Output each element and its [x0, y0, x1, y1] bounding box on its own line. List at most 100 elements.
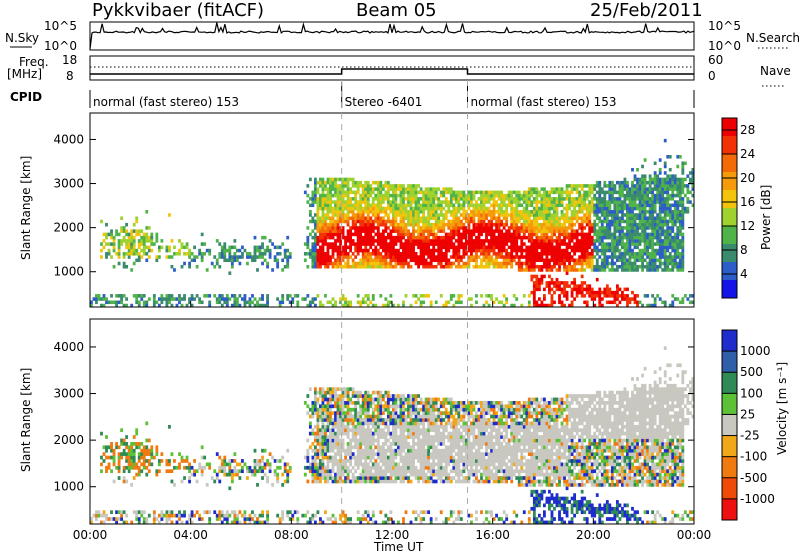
power-cell — [359, 184, 363, 188]
power-cell — [628, 245, 632, 250]
power-cell — [555, 239, 559, 243]
velocity-cell — [130, 455, 134, 460]
power-cell — [610, 239, 614, 243]
power-cell — [593, 222, 597, 227]
power-cell — [386, 303, 390, 308]
power-cell — [608, 290, 612, 295]
power-cell — [135, 232, 139, 237]
power-cell — [316, 235, 320, 240]
power-cell — [399, 193, 403, 198]
velocity-cell — [135, 442, 139, 446]
power-cell — [361, 300, 365, 305]
power-cell — [376, 235, 380, 240]
velocity-cell — [127, 445, 131, 450]
power-cell — [550, 300, 554, 305]
power-cell — [560, 203, 564, 208]
power-cell — [663, 229, 667, 233]
power-cell — [427, 206, 431, 211]
power-cell — [293, 294, 297, 298]
power-cell — [170, 297, 174, 301]
power-cell — [580, 268, 584, 272]
power-cell — [545, 242, 549, 246]
power-cell — [183, 245, 186, 250]
power-cell — [190, 252, 194, 256]
power-cell — [487, 258, 491, 263]
power-cell — [590, 268, 594, 272]
power-cell — [590, 239, 594, 243]
power-cell — [638, 216, 642, 220]
power-cell — [321, 193, 325, 198]
power-cell — [600, 190, 604, 195]
power-cell — [339, 242, 342, 246]
power-cell — [490, 193, 493, 198]
power-cell — [434, 193, 438, 198]
power-cell — [462, 193, 466, 198]
power-cell — [646, 245, 649, 250]
power-cell — [346, 222, 350, 227]
power-cell — [648, 216, 652, 220]
power-cell — [331, 193, 335, 198]
power-cell — [313, 303, 317, 308]
power-cell — [334, 184, 337, 188]
velocity-cell — [190, 520, 194, 525]
power-cell — [130, 252, 134, 256]
power-cell — [414, 203, 418, 208]
power-cell — [334, 239, 337, 243]
power-cell — [673, 264, 677, 269]
power-cell — [490, 229, 493, 233]
velocity-cell — [306, 520, 310, 525]
power-cell — [442, 200, 446, 204]
velocity-cell — [321, 407, 325, 412]
power-cell — [384, 226, 388, 230]
power-cell — [548, 213, 551, 217]
power-cell — [563, 222, 566, 227]
power-cell — [578, 232, 582, 237]
power-cell — [346, 213, 350, 217]
power-cell — [550, 255, 554, 259]
power-cell — [510, 258, 514, 263]
velocity-cell — [228, 459, 232, 463]
power-cell — [452, 235, 456, 240]
power-cell — [132, 245, 136, 250]
power-cell — [412, 248, 415, 253]
power-cell — [258, 245, 262, 250]
power-cell — [364, 294, 368, 298]
power-cell — [349, 300, 353, 305]
power-cell — [527, 213, 531, 217]
power-cell — [117, 232, 121, 237]
power-cell — [663, 261, 667, 266]
power-cell — [490, 190, 493, 195]
power-cell — [130, 239, 134, 243]
power-cell — [495, 255, 498, 259]
power-cell — [603, 232, 607, 237]
velocity-cell — [132, 476, 136, 480]
power-cell — [193, 258, 196, 263]
power-cell — [671, 210, 675, 214]
power-cell — [578, 242, 582, 246]
power-cell — [470, 303, 473, 308]
power-cell — [329, 193, 332, 198]
power-cell — [437, 216, 441, 220]
power-cell — [165, 255, 169, 259]
velocity-cell — [198, 513, 202, 518]
power-cell — [628, 210, 632, 214]
power-cell — [437, 235, 441, 240]
power-cell — [381, 258, 385, 263]
power-cell — [278, 303, 282, 308]
power-cell — [195, 255, 199, 259]
power-cell — [439, 248, 443, 253]
power-cell — [532, 297, 536, 301]
power-cell — [610, 235, 614, 240]
power-cell — [404, 190, 408, 195]
power-cell — [540, 222, 544, 227]
power-cell — [540, 210, 544, 214]
power-cell — [585, 290, 589, 295]
power-cell — [324, 294, 327, 298]
power-cell — [157, 248, 161, 253]
power-cell — [500, 197, 504, 201]
power-cell — [681, 167, 685, 172]
power-cell — [142, 232, 146, 237]
power-cell — [409, 248, 413, 253]
power-cell — [565, 219, 569, 224]
power-cell — [550, 303, 554, 308]
